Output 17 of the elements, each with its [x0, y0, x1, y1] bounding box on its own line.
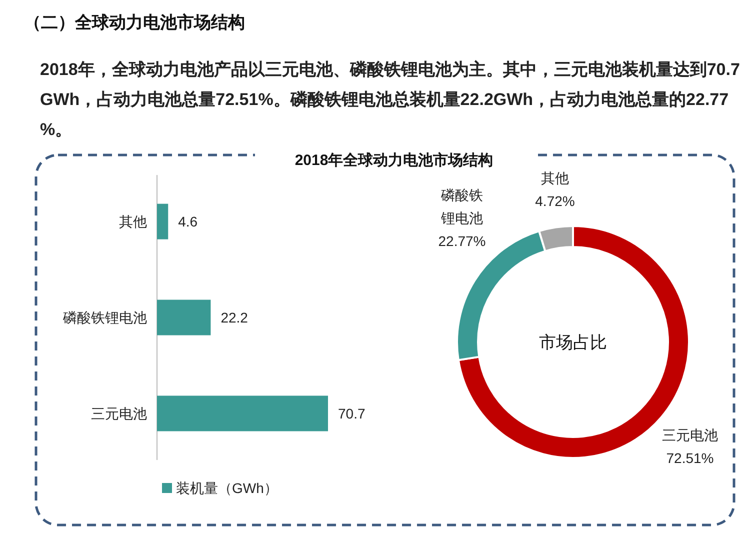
text: 2018年全球动力电池市场结构: [294, 151, 494, 169]
y-tick-label: 磷酸铁锂电池: [62, 310, 147, 326]
data-label: 4.72%: [535, 193, 575, 209]
y-tick-label: 三元电池: [91, 405, 147, 422]
text: 2018年，全球动力电池产品以三元电池、磷酸铁锂电池为主。其中，三元电池装机量达到70.7GWh，占动力电池总量72.51%。磷酸铁锂电池总装机量22.2GWh，占动力电池总量的22.77%。: [40, 60, 740, 139]
slice-label: 三元电池: [662, 427, 718, 443]
data-label: 4.6: [178, 214, 198, 230]
legend-label: 装机量（GWh）: [176, 480, 278, 496]
data-label: 72.51%: [666, 450, 714, 466]
data-label: 70.7: [338, 405, 366, 422]
slice-label: 磷酸铁锂电池: [440, 187, 483, 226]
slice-label: 其他: [541, 170, 569, 186]
text: 市场占比: [539, 333, 607, 352]
data-label: 22.2: [220, 310, 248, 326]
data-label: 22.77%: [438, 233, 486, 249]
text: （二）全球动力电池市场结构: [24, 13, 245, 32]
y-tick-label: 其他: [119, 214, 147, 230]
